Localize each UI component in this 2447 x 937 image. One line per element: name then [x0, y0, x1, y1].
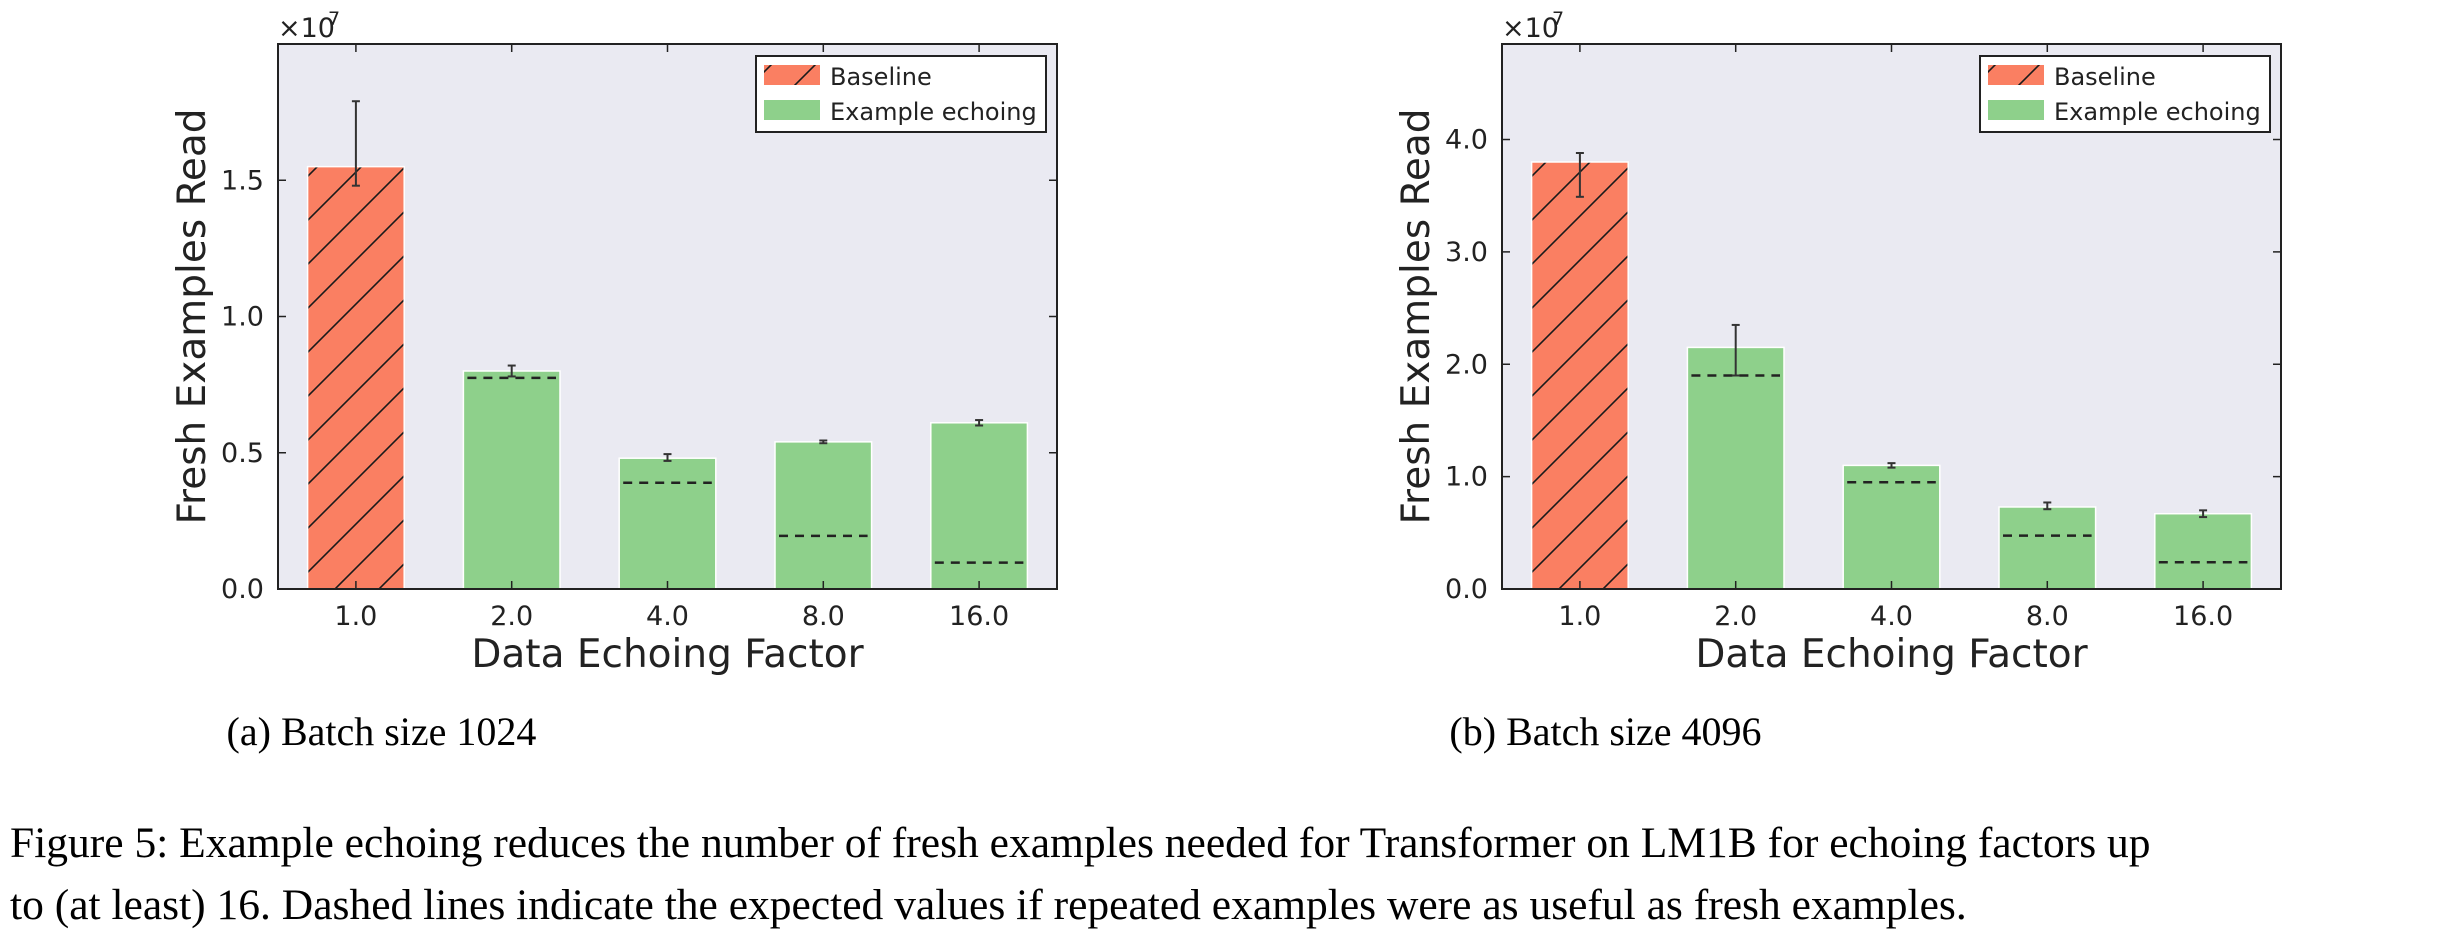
chart-b-y-multiplier-exponent: 7: [1552, 8, 1564, 30]
chart-a-legend-label-echoing: Example echoing: [830, 98, 1037, 126]
chart-b-bar-echoing-8-0: [1998, 506, 2097, 590]
chart-b-legend-swatch-echoing: [1988, 100, 2044, 120]
chart-a-y-axis-label: Fresh Examples Read: [170, 108, 215, 524]
chart-panel-a: 1.0 2.0 4.0 8.0 16.0 0.0 0.5 1.0 1.5 Data Echoing…: [0, 0, 1223, 760]
chart-b-bar-echoing-16-0: [2154, 512, 2253, 590]
figure-caption-line-2: to (at least) 16. Dashed lines indicate …: [10, 881, 1967, 929]
chart-b-legend-label-echoing: Example echoing: [2054, 98, 2261, 126]
chart-b-y-tick-label: 1.0: [1445, 462, 1488, 493]
chart-a-legend-swatch-baseline: [764, 65, 820, 85]
chart-a-y-multiplier-exponent: 7: [328, 8, 340, 30]
chart-a-y-tick-label: 0.5: [221, 438, 264, 469]
chart-b-caption: (b) Batch size 4096: [1449, 709, 1762, 754]
chart-a-bar-echoing-8-0: [774, 441, 873, 590]
chart-a-y-multiplier: ×10: [278, 13, 335, 44]
chart-b-y-axis-label: Fresh Examples Read: [1394, 108, 1439, 524]
chart-b-y-tick-label: 4.0: [1445, 125, 1488, 156]
chart-b-y-tick-label: 3.0: [1445, 237, 1488, 268]
chart-a-bar-echoing-16-0: [930, 422, 1029, 590]
chart-a-x-tick-label: 16.0: [949, 601, 1009, 632]
figure-caption: Figure 5: Example echoing reduces the nu…: [10, 812, 2440, 936]
chart-panel-b: 1.0 2.0 4.0 8.0 16.0 0.0 1.0 2.0 3.0 4.0 Data Echo…: [1224, 0, 2447, 760]
chart-a-y-tick-label: 1.5: [221, 165, 264, 196]
chart-b-x-tick-label: 4.0: [1870, 601, 1913, 632]
chart-a-x-tick-label: 8.0: [802, 601, 845, 632]
chart-a-plot-frame: [277, 43, 1058, 590]
chart-b-x-tick-label: 1.0: [1558, 601, 1601, 632]
chart-a-caption: (a) Batch size 1024: [226, 709, 537, 754]
chart-a-legend-label-baseline: Baseline: [830, 63, 932, 91]
chart-a-legend-swatch-echoing: [764, 100, 820, 120]
chart-a-bar-echoing-2-0: [462, 370, 561, 590]
chart-b-legend-label-baseline: Baseline: [2054, 63, 2156, 91]
chart-b-x-axis-label: Data Echoing Factor: [1695, 632, 2088, 677]
chart-a-x-tick-label: 2.0: [490, 601, 533, 632]
figure-caption-line-1: Figure 5: Example echoing reduces the nu…: [10, 819, 2151, 867]
chart-b-x-tick-label: 8.0: [2026, 601, 2069, 632]
chart-b-bar-echoing-2-0: [1686, 346, 1785, 590]
chart-a-y-tick-label: 1.0: [221, 302, 264, 333]
chart-a-x-tick-label: 1.0: [334, 601, 377, 632]
chart-a-svg: 1.0 2.0 4.0 8.0 16.0 0.0 0.5 1.0 1.5 Data Echoing…: [170, 8, 1058, 677]
chart-a-x-axis-label: Data Echoing Factor: [471, 632, 864, 677]
chart-b-bar-baseline-1-0: [1530, 161, 1629, 590]
chart-b-bar-echoing-4-0: [1842, 464, 1941, 590]
chart-b-x-tick-label: 2.0: [1714, 601, 1757, 632]
chart-a-x-tick-label: 4.0: [646, 601, 689, 632]
chart-a-bar-echoing-4-0: [618, 457, 717, 590]
chart-a-y-tick-label: 0.0: [221, 574, 264, 605]
chart-a-bar-baseline-1-0: [306, 165, 405, 590]
chart-b-y-tick-label: 0.0: [1445, 574, 1488, 605]
chart-b-x-tick-label: 16.0: [2173, 601, 2233, 632]
chart-b-plot-frame: [1501, 43, 2282, 590]
chart-b-legend-swatch-baseline: [1988, 65, 2044, 85]
chart-b-y-tick-label: 2.0: [1445, 349, 1488, 380]
chart-b-y-multiplier: ×10: [1502, 13, 1559, 44]
